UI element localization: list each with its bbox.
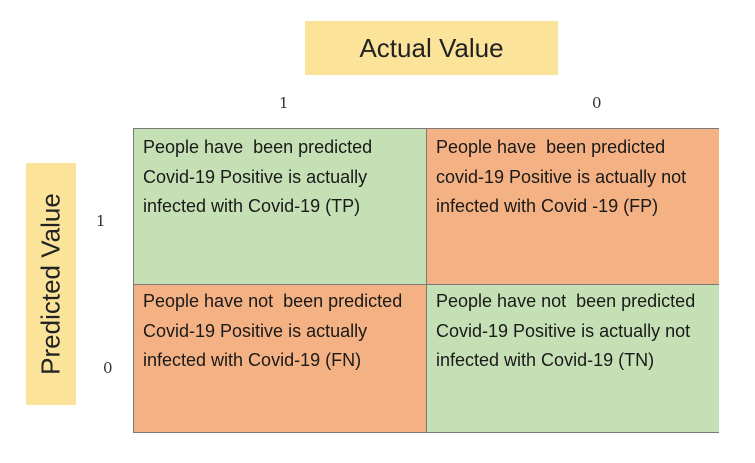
actual-value-label: Actual Value: [305, 21, 558, 75]
actual-value-text: Actual Value: [359, 32, 504, 63]
predicted-value-text: Predicted Value: [35, 193, 66, 375]
cell-false-negative: People have not been predicted Covid-19 …: [134, 285, 427, 432]
cell-true-negative: People have not been predicted Covid-19 …: [427, 285, 719, 432]
row-label-0: 0: [103, 359, 113, 377]
predicted-value-label-box: [26, 163, 76, 405]
row-label-1: 1: [96, 212, 106, 230]
cell-true-positive: People have been predicted Covid-19 Posi…: [134, 129, 427, 285]
matrix-grid: People have been predicted Covid-19 Posi…: [133, 128, 719, 433]
cell-false-positive: People have been predicted covid-19 Posi…: [427, 129, 719, 285]
column-label-1: 1: [279, 94, 289, 112]
column-label-0: 0: [592, 94, 602, 112]
